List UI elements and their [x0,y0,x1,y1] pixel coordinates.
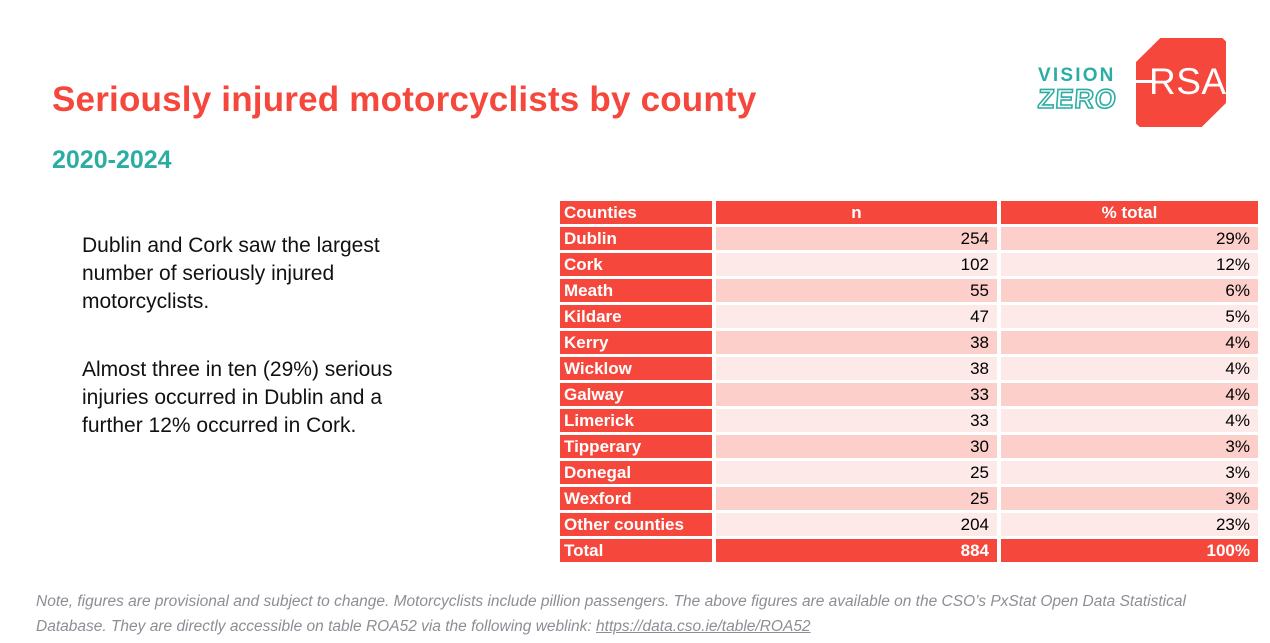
rsa-logo: RSA [1136,38,1226,127]
table-row: Wexford 25 3% [560,487,1258,510]
footnote: Note, figures are provisional and subjec… [36,589,1216,639]
pct-cell: 23% [1001,513,1258,536]
n-cell: 102 [716,253,997,276]
county-cell: Galway [560,383,712,406]
summary-text: Dublin and Cork saw the largest number o… [82,232,397,440]
table-row: Galway 33 4% [560,383,1258,406]
table-row: Dublin 254 29% [560,227,1258,250]
column-header-counties: Counties [560,201,712,224]
pct-cell: 3% [1001,461,1258,484]
n-cell: 47 [716,305,997,328]
summary-paragraph-2: Almost three in ten (29%) serious injuri… [82,358,393,437]
table-row: Meath 55 6% [560,279,1258,302]
total-n-cell: 884 [716,539,997,562]
county-cell: Tipperary [560,435,712,458]
county-table: Counties n % total Dublin 254 29% Cork 1… [556,198,1262,565]
rsa-logo-dash-icon [1136,80,1153,83]
pct-cell: 5% [1001,305,1258,328]
pct-cell: 4% [1001,383,1258,406]
county-cell: Limerick [560,409,712,432]
table-row: Other counties 204 23% [560,513,1258,536]
county-cell: Cork [560,253,712,276]
county-cell: Kerry [560,331,712,354]
county-cell: Other counties [560,513,712,536]
n-cell: 33 [716,383,997,406]
table-row: Wicklow 38 4% [560,357,1258,380]
pct-cell: 29% [1001,227,1258,250]
table-total-row: Total 884 100% [560,539,1258,562]
n-cell: 38 [716,357,997,380]
n-cell: 204 [716,513,997,536]
table-row: Tipperary 30 3% [560,435,1258,458]
table-body: Dublin 254 29% Cork 102 12% Meath 55 6% … [560,227,1258,562]
table-header-row: Counties n % total [560,201,1258,224]
pct-cell: 3% [1001,435,1258,458]
n-cell: 25 [716,461,997,484]
column-header-pct-total: % total [1001,201,1258,224]
county-cell: Wicklow [560,357,712,380]
table-row: Cork 102 12% [560,253,1258,276]
n-cell: 254 [716,227,997,250]
n-cell: 33 [716,409,997,432]
pct-cell: 6% [1001,279,1258,302]
table-row: Limerick 33 4% [560,409,1258,432]
n-cell: 55 [716,279,997,302]
table-row: Kerry 38 4% [560,331,1258,354]
county-cell: Meath [560,279,712,302]
n-cell: 30 [716,435,997,458]
summary-paragraph-1: Dublin and Cork saw the largest number o… [82,234,380,313]
vision-zero-logo-line1: VISION [1038,65,1116,86]
table-row: Kildare 47 5% [560,305,1258,328]
n-cell: 25 [716,487,997,510]
n-cell: 38 [716,331,997,354]
rsa-logo-text: RSA [1149,60,1227,102]
page-subtitle: 2020-2024 [52,146,172,174]
county-cell: Kildare [560,305,712,328]
total-pct-cell: 100% [1001,539,1258,562]
pct-cell: 4% [1001,357,1258,380]
vision-zero-logo: VISION ZERO [1036,65,1130,115]
county-cell: Wexford [560,487,712,510]
pct-cell: 4% [1001,331,1258,354]
total-label-cell: Total [560,539,712,562]
pct-cell: 3% [1001,487,1258,510]
pct-cell: 4% [1001,409,1258,432]
table-row: Donegal 25 3% [560,461,1258,484]
column-header-n: n [716,201,997,224]
county-cell: Dublin [560,227,712,250]
data-source-link[interactable]: https://data.cso.ie/table/ROA52 [596,618,811,635]
county-cell: Donegal [560,461,712,484]
footnote-text: Note, figures are provisional and subjec… [36,593,1186,635]
vision-zero-logo-line2: ZERO [1036,83,1119,115]
pct-cell: 12% [1001,253,1258,276]
page-title: Seriously injured motorcyclists by count… [52,80,757,119]
